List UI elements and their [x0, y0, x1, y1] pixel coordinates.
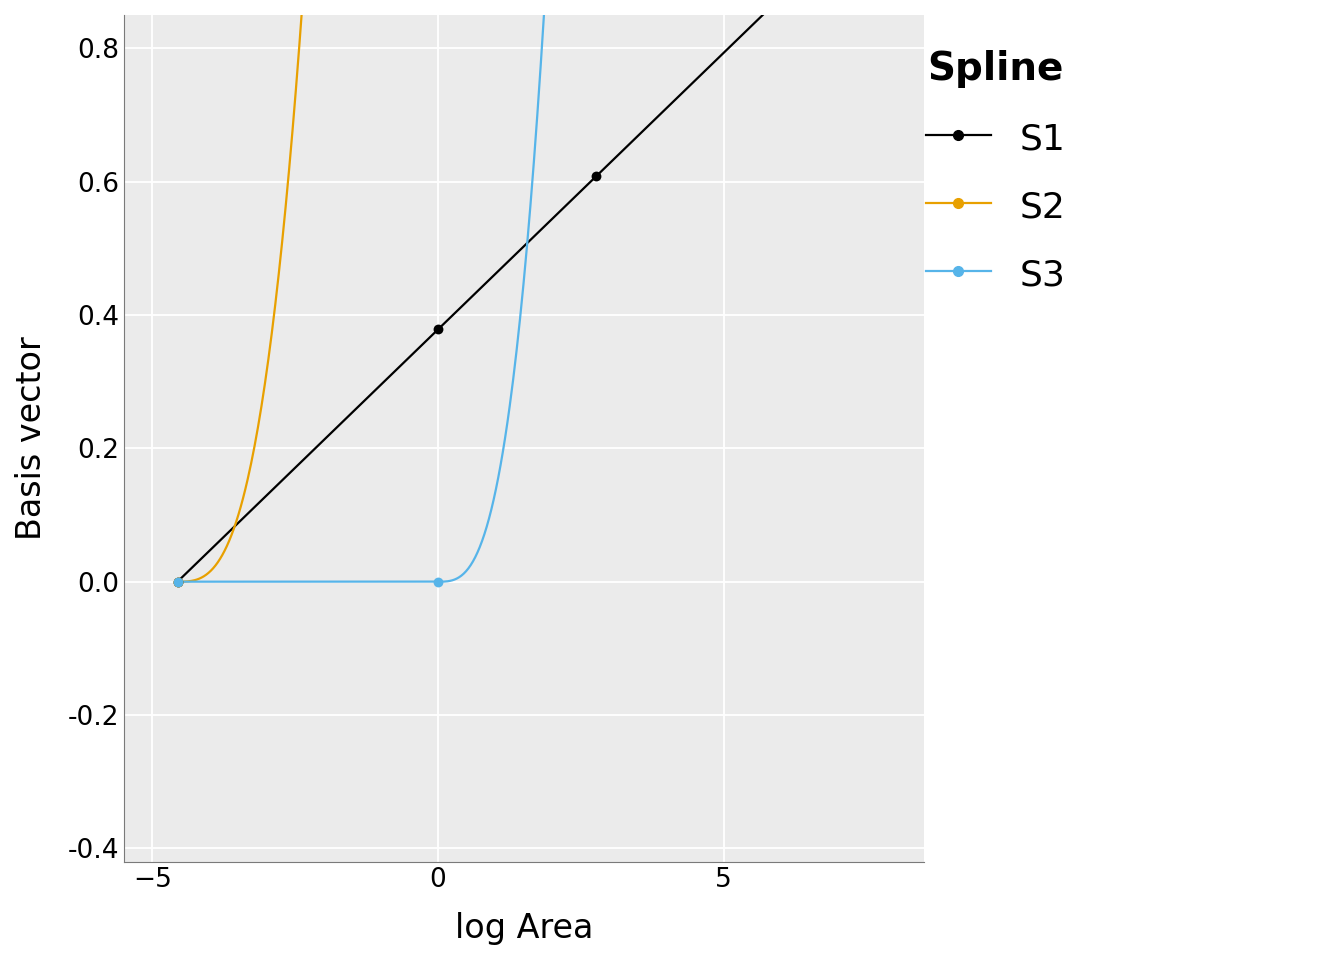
- Point: [167, 574, 188, 589]
- X-axis label: log Area: log Area: [454, 912, 593, 945]
- Legend: S1, S2, S3: S1, S2, S3: [926, 50, 1066, 292]
- Point: [427, 574, 449, 589]
- Point: [586, 168, 607, 183]
- Point: [167, 574, 188, 589]
- Y-axis label: Basis vector: Basis vector: [15, 336, 48, 540]
- Point: [167, 574, 188, 589]
- Point: [427, 322, 449, 337]
